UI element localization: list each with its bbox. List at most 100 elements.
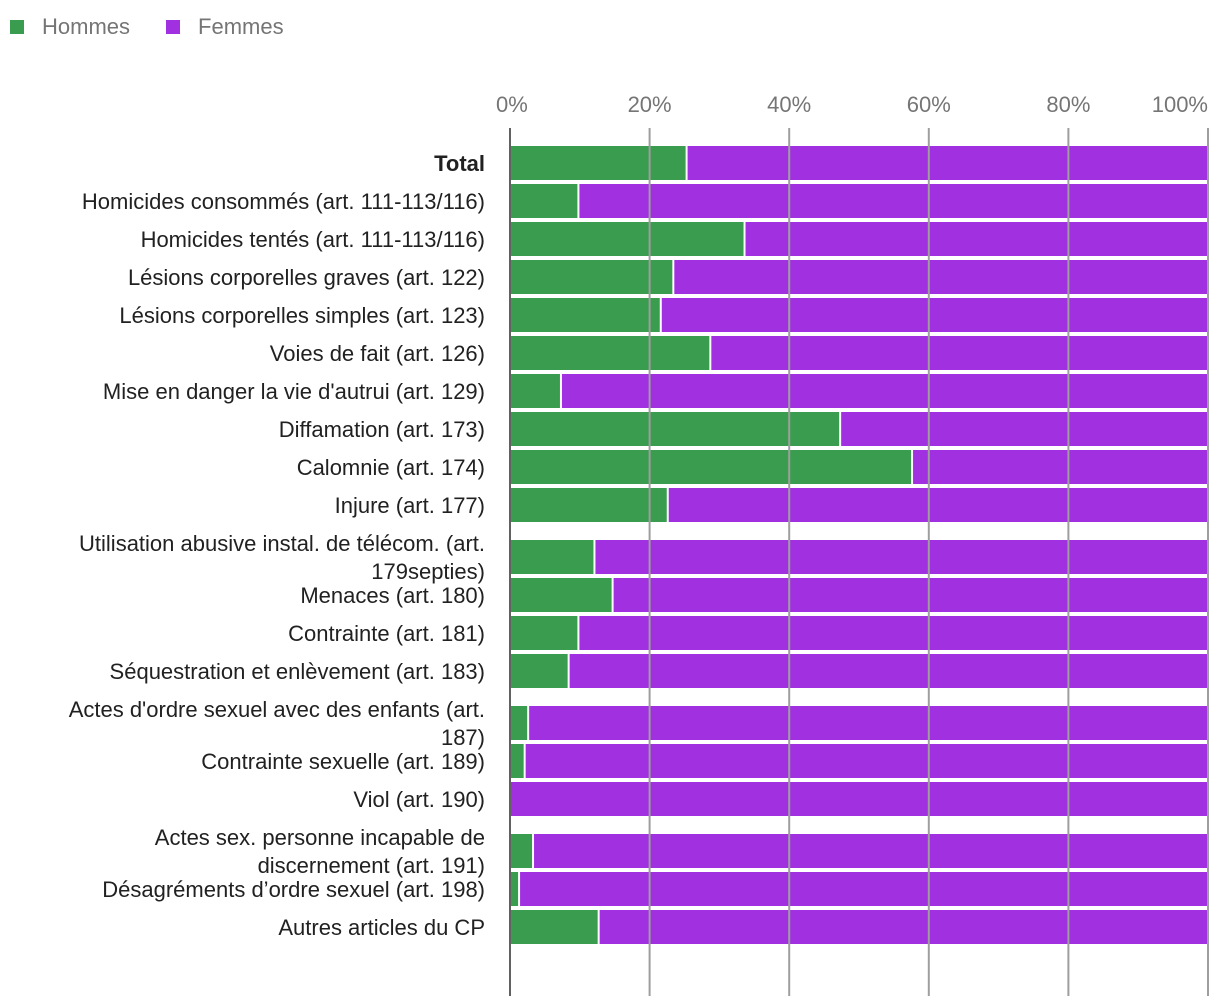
- bar-hommes-3[interactable]: [510, 260, 674, 294]
- x-tick-label-3: 60%: [907, 92, 951, 117]
- bar-femmes-6[interactable]: [560, 374, 1208, 408]
- category-label-17-line-0: Actes sex. personne incapable de: [155, 825, 485, 850]
- category-label-16: Viol (art. 190): [353, 787, 485, 812]
- bar-femmes-2[interactable]: [744, 222, 1208, 256]
- category-label-6: Mise en danger la vie d'autrui (art. 129…: [103, 379, 485, 404]
- category-label-0: Total: [434, 151, 485, 176]
- category-label-17-line-1: discernement (art. 191): [258, 853, 485, 878]
- gridlines: [509, 128, 1209, 996]
- bar-hommes-17[interactable]: [510, 834, 534, 868]
- category-label-19-line-0: Autres articles du CP: [278, 915, 485, 940]
- category-label-3: Lésions corporelles graves (art. 122): [128, 265, 485, 290]
- category-label-12-line-0: Contrainte (art. 181): [288, 621, 485, 646]
- category-label-14-line-0: Actes d'ordre sexuel avec des enfants (a…: [69, 697, 485, 722]
- legend-item-hommes[interactable]: Hommes: [10, 14, 130, 40]
- category-label-15: Contrainte sexuelle (art. 189): [201, 749, 485, 774]
- x-tick-label-5: 100%: [1152, 92, 1208, 117]
- category-label-18-line-0: Désagréments d’ordre sexuel (art. 198): [102, 877, 485, 902]
- bar-hommes-8[interactable]: [510, 450, 913, 484]
- category-label-0-line-0: Total: [434, 151, 485, 176]
- category-label-17: Actes sex. personne incapable de discerne…: [155, 825, 485, 878]
- category-label-7: Diffamation (art. 173): [279, 417, 485, 442]
- bar-hommes-18[interactable]: [510, 872, 520, 906]
- category-label-4: Lésions corporelles simples (art. 123): [119, 303, 485, 328]
- category-label-1: Homicides consommés (art. 111-113/116): [82, 189, 485, 214]
- category-label-5-line-0: Voies de fait (art. 126): [270, 341, 485, 366]
- legend-swatch-femmes: [166, 20, 181, 34]
- category-label-11-line-0: Menaces (art. 180): [300, 583, 485, 608]
- x-tick-label-0: 0%: [496, 92, 528, 117]
- bar-hommes-11[interactable]: [510, 578, 613, 612]
- category-label-10: Utilisation abusive instal. de télécom. …: [79, 531, 485, 584]
- category-labels: Total Homicides consommés (art. 111-113/1…: [69, 151, 485, 940]
- bar-hommes-15[interactable]: [510, 744, 525, 778]
- bar-femmes-3[interactable]: [673, 260, 1208, 294]
- bar-hommes-7[interactable]: [510, 412, 841, 446]
- category-label-2: Homicides tentés (art. 111-113/116): [141, 227, 485, 252]
- legend-label-hommes: Hommes: [42, 14, 131, 39]
- bar-femmes-16[interactable]: [510, 782, 1208, 816]
- category-label-3-line-0: Lésions corporelles graves (art. 122): [128, 265, 485, 290]
- bar-hommes-12[interactable]: [510, 616, 579, 650]
- bar-hommes-13[interactable]: [510, 654, 569, 688]
- category-label-8-line-0: Calomnie (art. 174): [297, 455, 485, 480]
- bar-femmes-17[interactable]: [533, 834, 1208, 868]
- bar-hommes-1[interactable]: [510, 184, 579, 218]
- bar-femmes-9[interactable]: [667, 488, 1208, 522]
- bar-femmes-13[interactable]: [568, 654, 1208, 688]
- bar-femmes-5[interactable]: [710, 336, 1208, 370]
- category-label-19: Autres articles du CP: [278, 915, 485, 940]
- bar-hommes-19[interactable]: [510, 910, 599, 944]
- bar-femmes-14[interactable]: [528, 706, 1208, 740]
- bars: [510, 146, 1208, 944]
- category-label-2-line-0: Homicides tentés (art. 111-113/116): [141, 227, 485, 252]
- legend-label-femmes: Femmes: [198, 14, 284, 39]
- category-label-9-line-0: Injure (art. 177): [335, 493, 485, 518]
- category-label-10-line-1: 179septies): [371, 559, 485, 584]
- bar-hommes-5[interactable]: [510, 336, 711, 370]
- bar-femmes-7[interactable]: [840, 412, 1208, 446]
- category-label-12: Contrainte (art. 181): [288, 621, 485, 646]
- category-label-18: Désagréments d’ordre sexuel (art. 198): [102, 877, 485, 902]
- bar-femmes-19[interactable]: [598, 910, 1208, 944]
- x-tick-label-2: 40%: [767, 92, 811, 117]
- category-label-13: Séquestration et enlèvement (art. 183): [110, 659, 485, 684]
- category-label-7-line-0: Diffamation (art. 173): [279, 417, 485, 442]
- bar-hommes-14[interactable]: [510, 706, 529, 740]
- category-label-15-line-0: Contrainte sexuelle (art. 189): [201, 749, 485, 774]
- bar-hommes-4[interactable]: [510, 298, 661, 332]
- bar-femmes-0[interactable]: [686, 146, 1208, 180]
- x-tick-label-4: 80%: [1046, 92, 1090, 117]
- bar-femmes-1[interactable]: [578, 184, 1208, 218]
- legend: Hommes Femmes: [10, 12, 320, 42]
- bar-femmes-11[interactable]: [612, 578, 1208, 612]
- bar-femmes-4[interactable]: [660, 298, 1208, 332]
- category-label-13-line-0: Séquestration et enlèvement (art. 183): [110, 659, 485, 684]
- bar-hommes-2[interactable]: [510, 222, 745, 256]
- bar-femmes-15[interactable]: [524, 744, 1208, 778]
- category-label-14: Actes d'ordre sexuel avec des enfants (a…: [69, 697, 485, 750]
- bar-hommes-9[interactable]: [510, 488, 668, 522]
- category-label-6-line-0: Mise en danger la vie d'autrui (art. 129…: [103, 379, 485, 404]
- category-label-4-line-0: Lésions corporelles simples (art. 123): [119, 303, 485, 328]
- legend-swatch-hommes: [10, 20, 24, 34]
- category-label-11: Menaces (art. 180): [300, 583, 485, 608]
- legend-item-femmes[interactable]: Femmes: [166, 14, 284, 40]
- category-label-9: Injure (art. 177): [335, 493, 485, 518]
- bar-femmes-10[interactable]: [594, 540, 1208, 574]
- category-label-14-line-1: 187): [441, 725, 485, 750]
- category-label-10-line-0: Utilisation abusive instal. de télécom. …: [79, 531, 485, 556]
- category-label-16-line-0: Viol (art. 190): [353, 787, 485, 812]
- category-label-5: Voies de fait (art. 126): [270, 341, 485, 366]
- category-label-8: Calomnie (art. 174): [297, 455, 485, 480]
- bar-hommes-6[interactable]: [510, 374, 561, 408]
- bar-hommes-10[interactable]: [510, 540, 595, 574]
- x-tick-label-1: 20%: [628, 92, 672, 117]
- bar-hommes-0[interactable]: [510, 146, 687, 180]
- category-label-1-line-0: Homicides consommés (art. 111-113/116): [82, 189, 485, 214]
- bar-femmes-8[interactable]: [912, 450, 1208, 484]
- bar-femmes-18[interactable]: [519, 872, 1208, 906]
- x-tick-labels: 0% 20% 40% 60% 80% 100%: [496, 92, 1208, 117]
- bar-femmes-12[interactable]: [578, 616, 1208, 650]
